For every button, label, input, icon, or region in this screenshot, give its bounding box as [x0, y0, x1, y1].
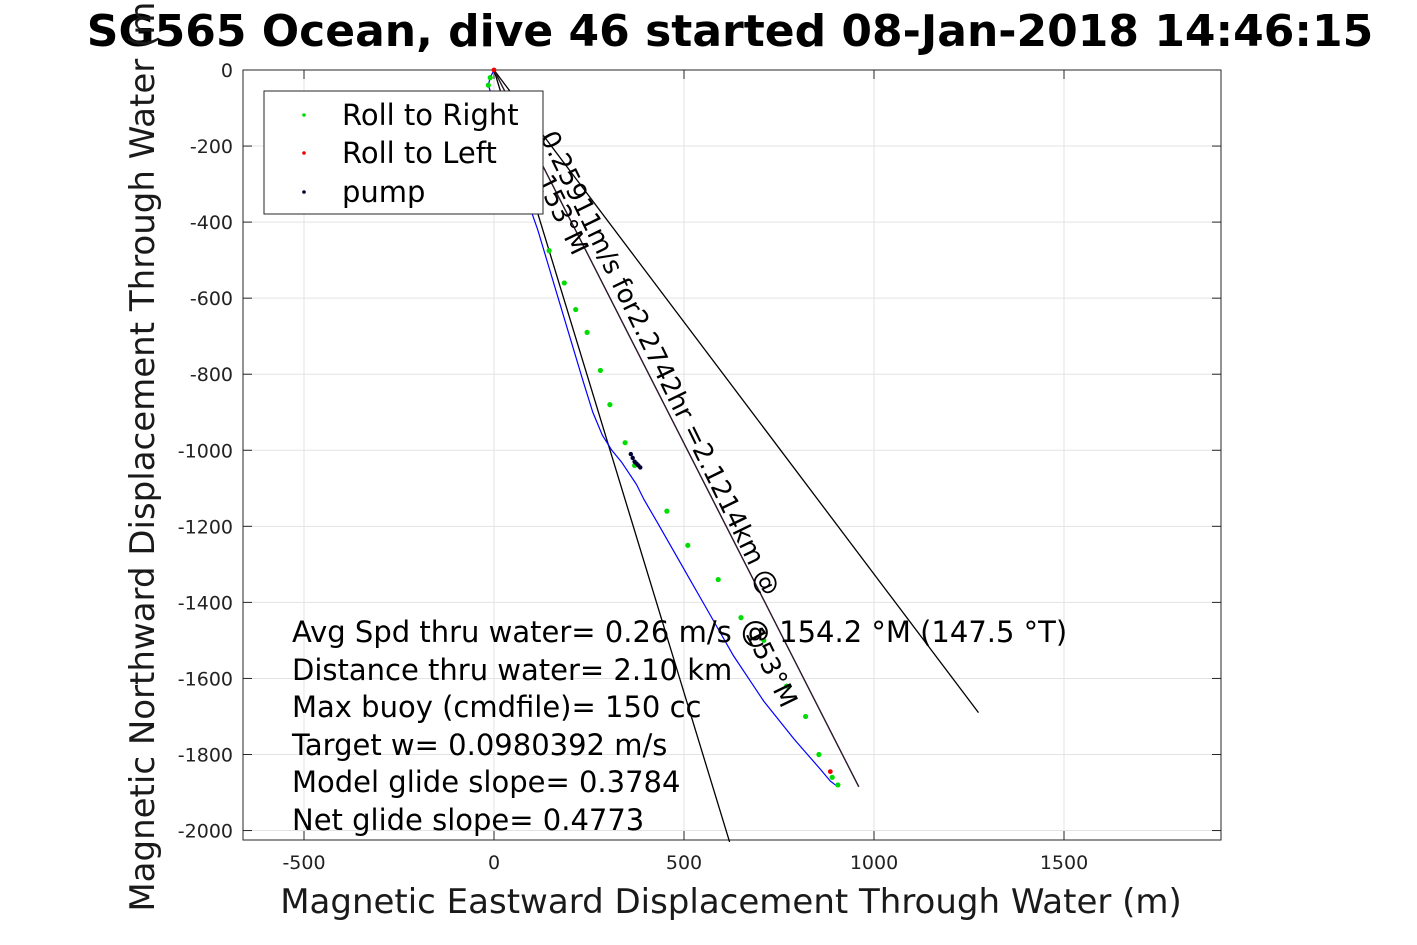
roll-left-point [491, 67, 497, 73]
roll-right-point [561, 280, 567, 286]
roll-right-point [584, 329, 590, 335]
roll-right-point [487, 75, 493, 81]
roll-left-points [491, 67, 833, 775]
y-tick-label: -1600 [178, 668, 233, 690]
x-tick-label: -500 [282, 852, 325, 874]
reference-line-heading-dark [493, 69, 860, 788]
pump-point [628, 451, 633, 457]
roll-left-point [827, 769, 833, 775]
roll-right-point [803, 713, 809, 720]
y-tick-label: -200 [190, 136, 233, 158]
roll-right-point [485, 82, 491, 88]
chart-title: SG565 Ocean, dive 46 started 08-Jan-2018… [87, 6, 1373, 57]
pump-point [630, 455, 635, 461]
legend-marker-roll-left [302, 151, 306, 155]
y-tick-label: -2000 [178, 821, 233, 843]
annotation-distance: Distance thru water= 2.10 km [292, 653, 732, 687]
roll-right-point [607, 402, 613, 408]
axis-ticks: -500 0 500 1000 1500 0 -200 -400 -600 -800 -1000 -1… [178, 60, 1221, 874]
legend: Roll to Right Roll to Left pump [263, 90, 544, 215]
roll-right-point [597, 367, 604, 374]
annotation-net-glide-slope: Net glide slope= 0.4773 [292, 803, 644, 837]
stats-annotations: Avg Spd thru water= 0.26 m/s @ 154.2 °M … [291, 615, 1067, 837]
y-axis-label: Magnetic Northward Displacement Through … [123, 0, 163, 912]
roll-right-point [685, 542, 691, 548]
roll-right-point [816, 751, 822, 758]
annotation-max-buoy: Max buoy (cmdfile)= 150 cc [292, 690, 701, 724]
y-tick-label: -1800 [178, 745, 233, 767]
roll-right-point [573, 306, 579, 313]
y-tick-label: -1400 [178, 592, 233, 614]
rotated-label: 0.25911m/s for2.2742hr =2.1214km @ [533, 126, 785, 600]
legend-box [263, 90, 544, 215]
roll-right-point [761, 637, 767, 644]
pump-point [638, 465, 643, 470]
annotation-avg-speed: Avg Spd thru water= 0.26 m/s @ 154.2 °M … [292, 615, 1067, 649]
x-tick-label: 0 [488, 852, 500, 874]
roll-right-point [622, 440, 628, 446]
legend-label-roll-left: Roll to Left [342, 136, 497, 170]
roll-right-points [485, 75, 841, 788]
y-tick-label: -400 [190, 212, 233, 234]
y-tick-label: -1200 [178, 516, 233, 538]
roll-right-point [829, 774, 835, 780]
legend-label-roll-right: Roll to Right [342, 98, 519, 132]
pump-points [628, 451, 643, 470]
x-tick-label: 1000 [850, 852, 898, 874]
y-tick-label: -800 [190, 364, 233, 386]
y-tick-label: -600 [190, 288, 233, 310]
annotation-model-glide-slope: Model glide slope= 0.3784 [292, 765, 680, 799]
legend-label-pump: pump [342, 175, 425, 209]
x-axis-label: Magnetic Eastward Displacement Through W… [280, 882, 1182, 922]
roll-right-point [784, 683, 790, 689]
roll-right-point [546, 248, 552, 254]
x-tick-label: 1500 [1040, 852, 1088, 874]
y-tick-label: 0 [221, 60, 233, 82]
plot-frame [242, 69, 1222, 841]
annotation-target-w: Target w= 0.0980392 m/s [291, 728, 667, 762]
y-tick-label: -1000 [178, 440, 233, 462]
legend-marker-roll-right [302, 113, 306, 117]
roll-right-point [715, 576, 721, 583]
roll-right-point [738, 615, 744, 621]
reference-line-cone-wide [493, 69, 980, 714]
roll-right-point [835, 782, 841, 788]
x-tick-label: 500 [666, 852, 702, 874]
roll-right-point [664, 508, 670, 514]
legend-marker-pump [302, 190, 306, 194]
